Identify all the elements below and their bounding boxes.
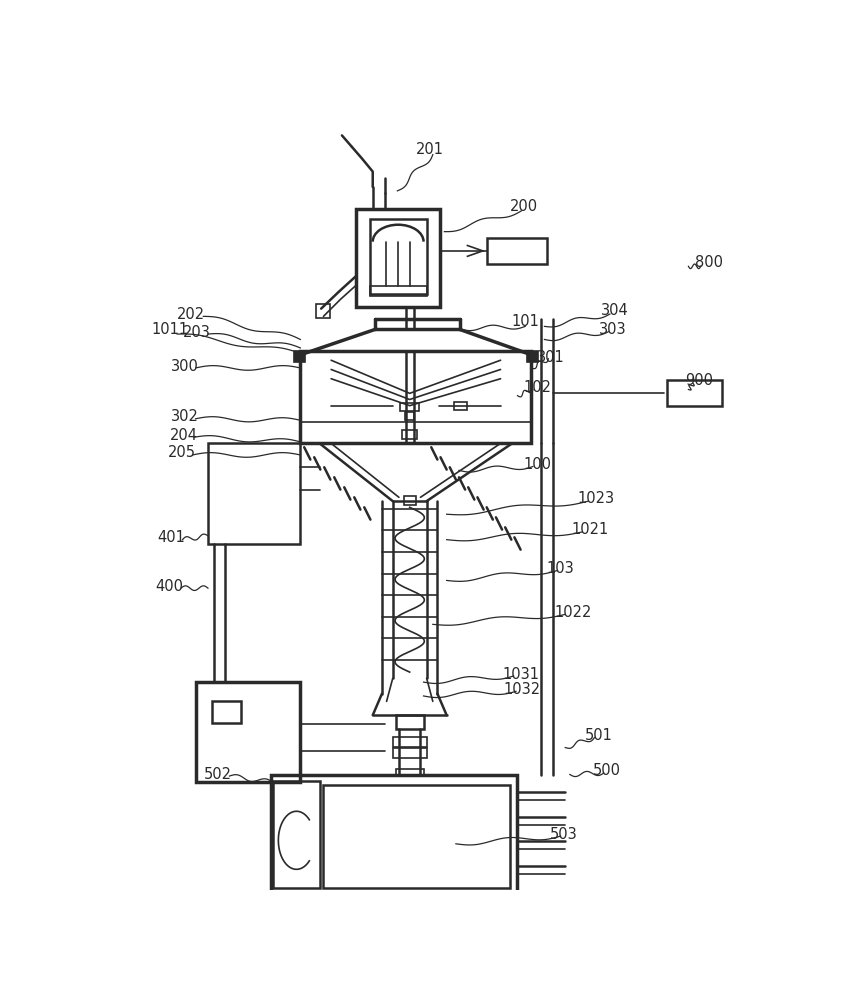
- Text: 203: 203: [183, 325, 210, 340]
- Bar: [486, 238, 547, 264]
- Text: 103: 103: [547, 561, 575, 576]
- Text: 301: 301: [537, 350, 565, 365]
- Bar: [300, 351, 531, 443]
- Text: 303: 303: [599, 322, 626, 337]
- Bar: [393, 748, 426, 758]
- Bar: [370, 219, 426, 294]
- Bar: [405, 412, 414, 420]
- Bar: [527, 351, 537, 362]
- Text: 202: 202: [177, 307, 205, 322]
- Bar: [403, 496, 416, 505]
- Bar: [455, 402, 467, 410]
- Text: 400: 400: [155, 579, 184, 594]
- Text: 1023: 1023: [577, 491, 614, 506]
- Text: 302: 302: [171, 409, 199, 424]
- Bar: [208, 443, 300, 544]
- Text: 200: 200: [510, 199, 538, 214]
- Text: 401: 401: [157, 530, 185, 545]
- Text: 100: 100: [523, 457, 552, 472]
- Bar: [273, 781, 320, 888]
- Text: 205: 205: [168, 445, 196, 460]
- Bar: [396, 769, 424, 775]
- Text: 1022: 1022: [554, 605, 592, 620]
- Bar: [212, 701, 241, 723]
- Text: 503: 503: [550, 827, 577, 842]
- Text: 102: 102: [523, 380, 552, 395]
- Text: 101: 101: [511, 314, 539, 329]
- Bar: [323, 785, 510, 888]
- Text: 300: 300: [171, 359, 199, 374]
- Bar: [667, 380, 722, 406]
- Text: 1032: 1032: [504, 682, 541, 697]
- Text: 800: 800: [695, 255, 722, 270]
- Text: 501: 501: [585, 728, 613, 744]
- Text: 502: 502: [203, 767, 232, 782]
- Text: 900: 900: [686, 373, 713, 388]
- Text: 1011: 1011: [152, 322, 189, 337]
- Bar: [294, 351, 305, 362]
- Bar: [196, 682, 300, 782]
- Text: 201: 201: [416, 142, 444, 157]
- Text: 304: 304: [601, 303, 628, 318]
- Bar: [401, 403, 419, 411]
- Text: 1021: 1021: [571, 522, 608, 537]
- Bar: [271, 775, 517, 895]
- Bar: [396, 715, 424, 729]
- Bar: [370, 286, 426, 296]
- Text: 500: 500: [593, 763, 621, 778]
- Bar: [402, 430, 417, 439]
- Text: 1031: 1031: [502, 667, 539, 682]
- Text: 204: 204: [169, 428, 197, 443]
- Bar: [393, 737, 426, 747]
- Bar: [356, 209, 440, 307]
- Bar: [316, 304, 329, 318]
